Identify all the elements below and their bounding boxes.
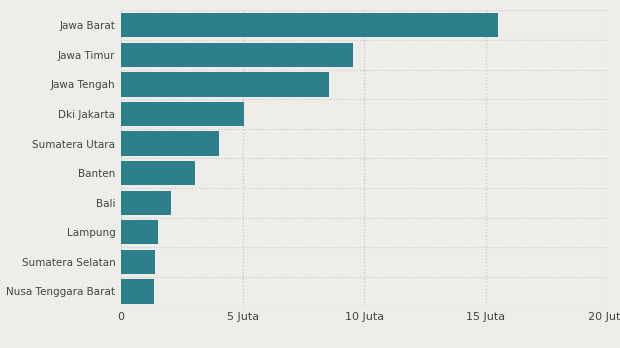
Bar <box>121 13 498 37</box>
Bar <box>121 102 244 126</box>
Bar <box>121 132 219 156</box>
Bar <box>121 279 154 303</box>
Bar <box>121 250 155 274</box>
Bar <box>121 161 195 185</box>
Bar <box>121 191 170 215</box>
Bar <box>121 72 329 96</box>
Bar <box>121 220 158 244</box>
Bar <box>121 43 353 67</box>
